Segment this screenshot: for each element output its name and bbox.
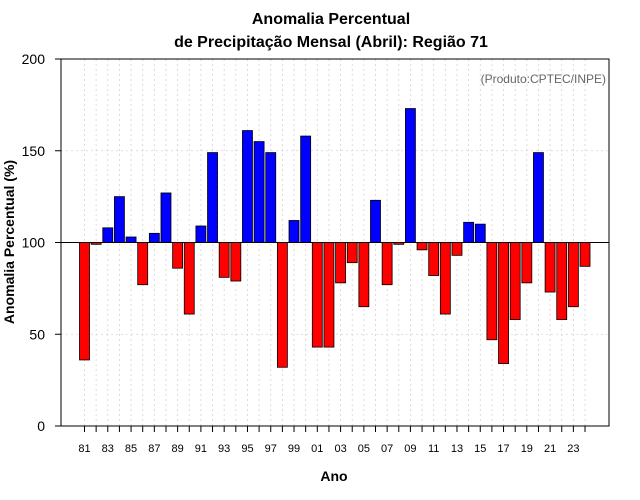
- x-tick-label: 93: [218, 443, 230, 455]
- bar-94: [230, 242, 242, 282]
- bar-16: [486, 242, 498, 341]
- grid-lines: [61, 58, 609, 427]
- x-tick-label: 23: [567, 443, 579, 455]
- bar-12: [439, 242, 451, 315]
- bar-13: [451, 242, 463, 256]
- bar-06: [370, 199, 381, 243]
- x-tick-label: 01: [311, 443, 323, 455]
- bar-17: [498, 242, 509, 365]
- bar-97: [265, 152, 277, 243]
- x-tick-label: 05: [358, 443, 370, 455]
- bar-02: [323, 242, 335, 348]
- bar-03: [335, 242, 346, 284]
- bar-14: [463, 221, 475, 243]
- x-tick-label: 95: [241, 443, 253, 455]
- chart-title-line1: Anomalia Percentual: [252, 11, 410, 28]
- x-tick-label: 83: [102, 443, 114, 455]
- y-tick-label: 150: [22, 143, 46, 159]
- x-axis-ticks: 81 83 85 87 89 91 93 95 97 99 01 03 05 07 09 11 13 15 17 19…: [78, 426, 586, 455]
- bar-96: [253, 141, 265, 243]
- bar-87: [148, 232, 160, 243]
- bars: [79, 108, 591, 368]
- bar-98: [276, 242, 288, 368]
- bar-90: [183, 242, 195, 315]
- x-axis-label: Ano: [320, 468, 347, 484]
- bar-85: [125, 236, 137, 243]
- bar-88: [160, 192, 172, 243]
- bar-07: [381, 242, 393, 286]
- credit-text: (Produto:CPTEC/INPE): [481, 72, 606, 86]
- x-tick-label: 11: [428, 443, 439, 455]
- bar-18: [509, 242, 521, 320]
- x-tick-label: 81: [78, 443, 90, 455]
- bar-99: [288, 220, 300, 243]
- x-tick-label: 97: [265, 443, 277, 455]
- y-tick-label: 200: [22, 51, 46, 67]
- x-tick-label: 19: [521, 443, 533, 455]
- bar-84: [114, 196, 125, 243]
- y-tick-label: 100: [22, 235, 46, 251]
- bar-91: [195, 225, 207, 243]
- bar-89: [172, 242, 184, 269]
- x-tick-label: 03: [334, 443, 346, 455]
- bar-23: [567, 242, 579, 308]
- x-tick-label: 99: [288, 443, 300, 455]
- x-tick-label: 21: [544, 443, 556, 455]
- bar-05: [358, 242, 370, 308]
- bar-01: [311, 242, 323, 348]
- x-tick-label: 89: [171, 443, 183, 455]
- x-tick-label: 17: [497, 443, 509, 455]
- bar-92: [207, 152, 218, 243]
- bar-11: [428, 242, 440, 276]
- y-axis-label: Anomalia Percentual (%): [1, 160, 17, 324]
- x-tick-label: 13: [451, 443, 463, 455]
- x-tick-label: 91: [195, 443, 207, 455]
- bar-20: [533, 152, 544, 243]
- bar-95: [242, 130, 253, 243]
- bar-22: [556, 242, 568, 320]
- bar-86: [137, 242, 149, 286]
- y-tick-label: 0: [37, 418, 45, 434]
- x-tick-label: 15: [474, 443, 486, 455]
- bar-81: [79, 242, 90, 361]
- bar-09: [405, 108, 416, 243]
- x-tick-label: 09: [404, 443, 416, 455]
- x-tick-label: 85: [125, 443, 137, 455]
- bar-21: [544, 242, 556, 293]
- chart-title-line2: de Precipitação Mensal (Abril): Região 7…: [174, 34, 488, 51]
- bar-04: [346, 242, 358, 264]
- bar-19: [521, 242, 533, 284]
- x-tick-label: 87: [148, 443, 160, 455]
- y-axis-ticks: 0 50 100 150 200: [22, 51, 61, 434]
- x-tick-label: 07: [381, 443, 393, 455]
- bar-00: [300, 135, 312, 243]
- bar-24: [579, 242, 591, 267]
- bar-83: [102, 227, 114, 243]
- bar-15: [474, 223, 486, 243]
- bar-93: [218, 242, 230, 278]
- bar-10: [416, 242, 428, 251]
- y-tick-label: 50: [29, 326, 45, 342]
